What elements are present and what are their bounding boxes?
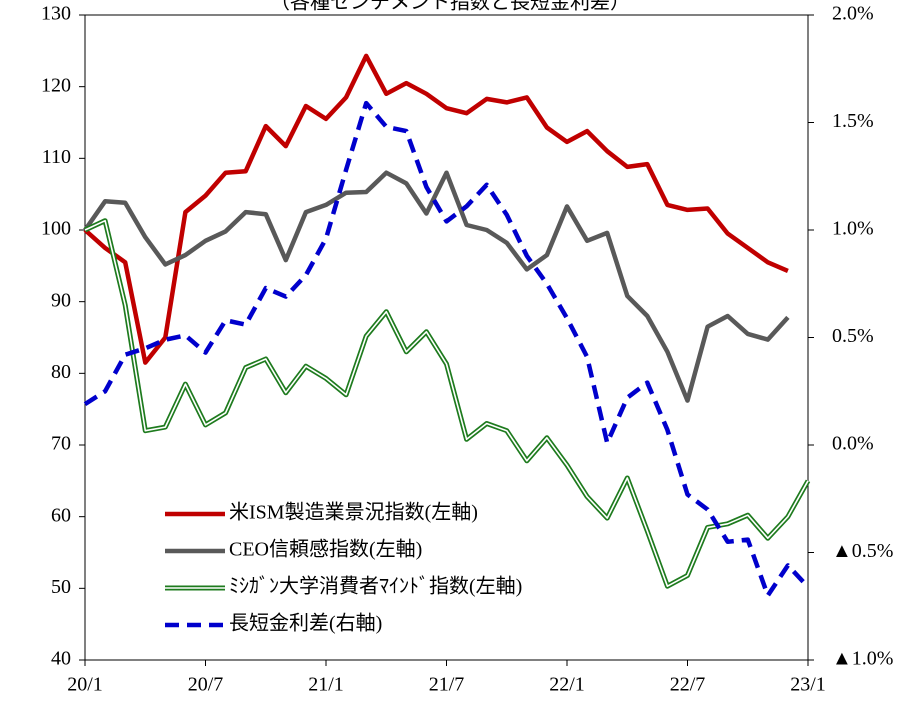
plot-frame (84, 14, 809, 661)
legend-label: 長短金利差(右軸) (229, 612, 382, 635)
y2-tick-label: 2.0% (832, 3, 874, 25)
x-tick-label: 21/7 (429, 674, 465, 696)
y2-tick-label: 1.0% (832, 218, 874, 240)
legend-label: 米ISM製造業景況指数(左軸) (229, 501, 478, 524)
y-tick-label: 90 (51, 289, 71, 311)
y-tick-label: 50 (51, 576, 71, 598)
y2-tick-label: ▲1.0% (832, 648, 893, 670)
y2-tick-label: 1.5% (832, 110, 874, 132)
legend-label: CEO信頼感指数(左軸) (229, 538, 422, 561)
x-tick-label: 20/1 (67, 674, 103, 696)
y-tick-label: 120 (41, 74, 71, 96)
y2-tick-label: ▲0.5% (832, 540, 893, 562)
series-line (83, 218, 811, 589)
x-tick-label: 22/1 (549, 674, 585, 696)
y-tick-label: 60 (51, 504, 71, 526)
x-tick-label: 23/1 (790, 674, 826, 696)
y-tick-label: 130 (41, 3, 71, 25)
y-tick-label: 40 (51, 648, 71, 670)
y2-tick-label: 0.0% (832, 433, 874, 455)
x-tick-label: 21/1 (308, 674, 344, 696)
series-line-inner (84, 219, 809, 587)
chart-title: （各種センチメント指数と長短金利差） (270, 0, 630, 14)
series-line (83, 100, 810, 598)
y-tick-label: 110 (42, 146, 71, 168)
series-line (83, 170, 790, 403)
x-tick-label: 22/7 (670, 674, 706, 696)
y2-tick-label: 0.5% (832, 325, 874, 347)
y-tick-label: 100 (41, 218, 71, 240)
legend-label: ﾐｼｶﾞﾝ大学消費者ﾏｲﾝﾄﾞ指数(左軸) (229, 575, 522, 598)
y-tick-label: 70 (51, 433, 71, 455)
y-tick-label: 80 (51, 361, 71, 383)
x-tick-label: 20/7 (188, 674, 224, 696)
series-line (83, 53, 789, 365)
